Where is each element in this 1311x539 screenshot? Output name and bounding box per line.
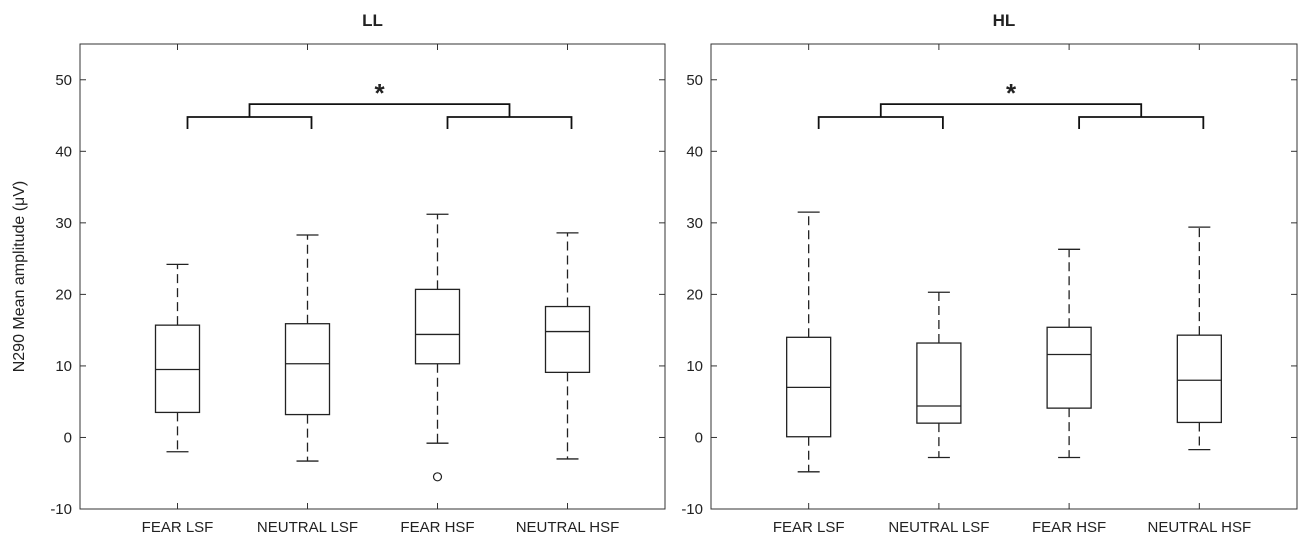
y-tick-label: 0 (64, 429, 72, 446)
y-tick-label: 20 (55, 286, 72, 303)
iqr-box (284, 323, 331, 416)
x-tick-label: NEUTRAL HSF (516, 519, 620, 536)
y-tick-label: 40 (686, 143, 703, 160)
iqr-box (1046, 326, 1092, 409)
y-tick-label: 40 (55, 143, 72, 160)
y-tick-label: 20 (686, 286, 703, 303)
y-tick-label: 10 (55, 358, 72, 375)
x-tick-label: NEUTRAL HSF (1148, 519, 1252, 536)
y-tick-label: -10 (681, 501, 703, 518)
bracket-main (879, 103, 1143, 117)
box-fear-hsf (414, 213, 461, 482)
box-fear-lsf (786, 211, 832, 473)
bracket-hsf (1078, 116, 1205, 129)
x-tick-label: FEAR LSF (142, 519, 214, 536)
bracket-lsf (186, 116, 313, 129)
chart-title: HL (993, 11, 1016, 30)
iqr-box (414, 288, 461, 365)
plot-area (710, 43, 1298, 510)
box-fear-lsf (154, 263, 201, 453)
box-neutral-lsf (284, 234, 331, 462)
x-tick-label: NEUTRAL LSF (257, 519, 358, 536)
y-axis-label: N290 Mean amplitude (μV) (11, 181, 28, 373)
y-tick-label: 30 (686, 215, 703, 232)
box-neutral-lsf (916, 291, 962, 459)
box-neutral-hsf (544, 232, 591, 460)
significance-star: * (374, 78, 385, 108)
bracket-main (248, 103, 511, 117)
x-tick-label: FEAR HSF (400, 519, 474, 536)
x-tick-label: FEAR HSF (1032, 519, 1106, 536)
panel-1: HL -10 0 10 20 30 40 50 FEAR LSF NEUTRAL LSF FEAR … (681, 11, 1298, 536)
bracket-lsf (817, 116, 944, 129)
y-tick-label: 0 (695, 429, 703, 446)
iqr-box (1176, 334, 1222, 424)
y-tick-label: 30 (55, 215, 72, 232)
x-tick-label: FEAR LSF (773, 519, 845, 536)
y-tick-label: -10 (50, 501, 72, 518)
chart-title: LL (362, 11, 383, 30)
iqr-box (916, 342, 962, 424)
iqr-box (154, 324, 201, 414)
panel-0: LL -10 0 10 20 30 40 50 N290 Mean amplitude (μV)… (11, 11, 666, 536)
significance-star: * (1006, 78, 1017, 108)
y-tick-label: 50 (686, 72, 703, 89)
plot-area (79, 43, 666, 510)
y-tick-label: 50 (55, 72, 72, 89)
iqr-box (544, 305, 591, 374)
x-tick-label: NEUTRAL LSF (888, 519, 989, 536)
y-tick-label: 10 (686, 358, 703, 375)
box-neutral-hsf (1176, 226, 1222, 451)
outlier-point (432, 472, 443, 482)
bracket-hsf (446, 116, 573, 129)
box-fear-hsf (1046, 248, 1092, 459)
